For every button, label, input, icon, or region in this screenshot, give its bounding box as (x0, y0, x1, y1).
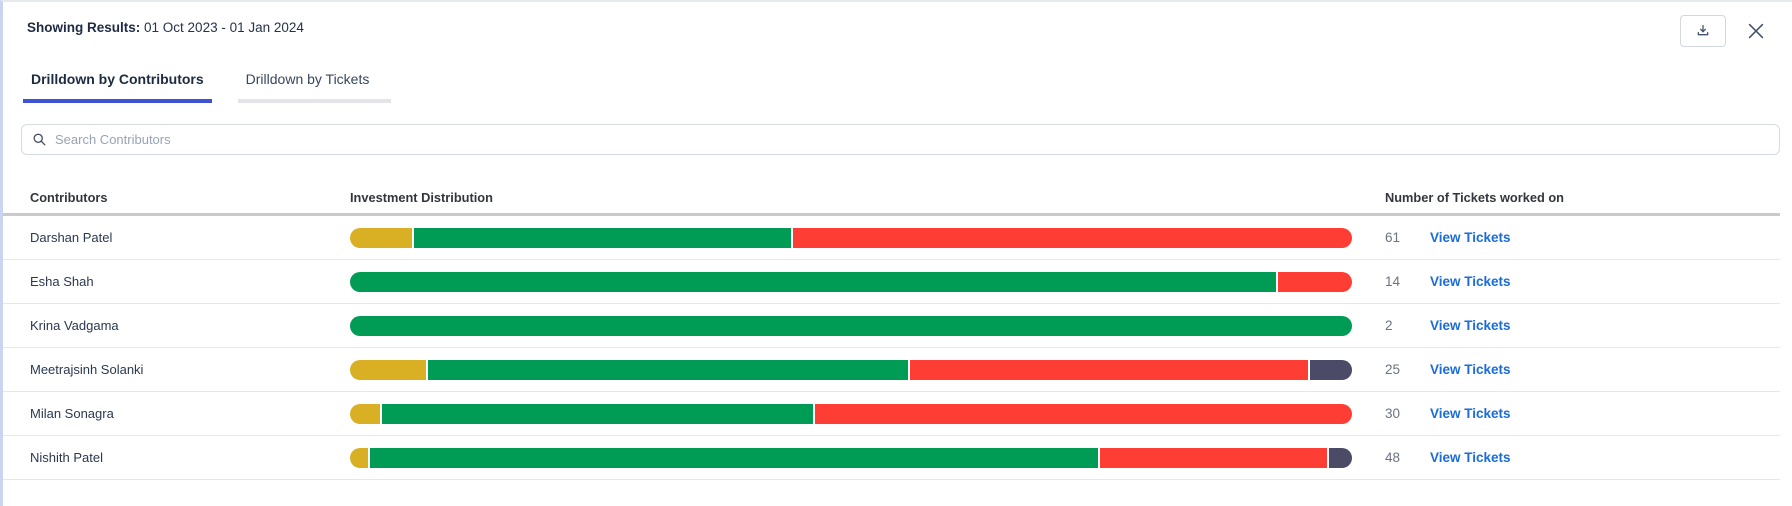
contributor-name: Esha Shah (30, 274, 94, 289)
close-icon (1745, 20, 1767, 42)
table-row: Esha Shah 14 View Tickets (3, 260, 1780, 304)
showing-results-label: Showing Results: (27, 20, 141, 35)
view-tickets-link[interactable]: View Tickets (1430, 362, 1511, 377)
red-bar-segment (910, 359, 1308, 380)
investment-distribution-bar (350, 403, 1352, 424)
contributor-name: Nishith Patel (30, 450, 103, 465)
green-bar-segment (350, 315, 1352, 336)
contributor-name: Milan Sonagra (30, 406, 114, 421)
gold-bar-segment (350, 359, 426, 380)
tab-bar: Drilldown by Contributors Drilldown by T… (23, 71, 1792, 103)
gold-bar-segment (350, 447, 368, 468)
tickets-count: 25 (1385, 362, 1401, 377)
search-bar[interactable] (21, 124, 1780, 155)
red-bar-segment (1278, 271, 1352, 292)
investment-distribution-bar (350, 315, 1352, 336)
green-bar-segment (414, 227, 791, 248)
gold-bar-segment (350, 403, 381, 424)
tickets-count: 61 (1385, 230, 1401, 245)
panel-header: Showing Results: 01 Oct 2023 - 01 Jan 20… (3, 2, 1792, 47)
view-tickets-link[interactable]: View Tickets (1430, 318, 1511, 333)
view-tickets-link[interactable]: View Tickets (1430, 230, 1511, 245)
green-bar-segment (428, 359, 908, 380)
table-row: Nishith Patel 48 View Tickets (3, 436, 1780, 480)
table-header-row: Contributors Investment Distribution Num… (3, 182, 1780, 216)
search-input[interactable] (55, 132, 1769, 147)
green-bar-segment (370, 447, 1098, 468)
contributor-name: Meetrajsinh Solanki (30, 362, 144, 377)
investment-distribution-bar (350, 359, 1352, 380)
view-tickets-link[interactable]: View Tickets (1430, 450, 1511, 465)
view-tickets-link[interactable]: View Tickets (1430, 406, 1511, 421)
search-icon (32, 132, 47, 147)
table-row: Darshan Patel 61 View Tickets (3, 216, 1780, 260)
green-bar-segment (350, 271, 1276, 292)
column-header-contributors: Contributors (30, 190, 108, 205)
investment-distribution-bar (350, 227, 1352, 248)
showing-results-value: 01 Oct 2023 - 01 Jan 2024 (144, 20, 304, 35)
gold-bar-segment (350, 227, 413, 248)
tab-drilldown-by-tickets[interactable]: Drilldown by Tickets (237, 71, 392, 103)
red-bar-segment (792, 227, 1352, 248)
close-button[interactable] (1742, 15, 1770, 47)
red-bar-segment (1100, 447, 1327, 468)
column-header-investment-distribution: Investment Distribution (350, 190, 493, 205)
tickets-count: 30 (1385, 406, 1401, 421)
investment-distribution-bar (350, 447, 1352, 468)
contributor-name: Darshan Patel (30, 230, 113, 245)
showing-results-text: Showing Results: 01 Oct 2023 - 01 Jan 20… (27, 15, 304, 35)
tickets-count: 2 (1385, 318, 1393, 333)
column-header-number-of-tickets: Number of Tickets worked on (1385, 190, 1564, 205)
download-button[interactable] (1680, 15, 1726, 47)
slate-bar-segment (1329, 447, 1352, 468)
tickets-count: 48 (1385, 450, 1401, 465)
table-body: Darshan Patel 61 View Tickets Esha Shah 14 Vi… (3, 216, 1780, 480)
header-actions (1680, 15, 1770, 47)
contributors-table: Contributors Investment Distribution Num… (3, 182, 1780, 480)
contributor-name: Krina Vadgama (30, 318, 119, 333)
table-row: Krina Vadgama 2 View Tickets (3, 304, 1780, 348)
table-row: Meetrajsinh Solanki 25 View Tickets (3, 348, 1780, 392)
view-tickets-link[interactable]: View Tickets (1430, 274, 1511, 289)
table-row: Milan Sonagra 30 View Tickets (3, 392, 1780, 436)
investment-distribution-bar (350, 271, 1352, 292)
tab-drilldown-by-contributors[interactable]: Drilldown by Contributors (23, 71, 212, 103)
red-bar-segment (815, 403, 1352, 424)
download-icon (1695, 23, 1711, 39)
slate-bar-segment (1310, 359, 1352, 380)
tickets-count: 14 (1385, 274, 1401, 289)
green-bar-segment (382, 403, 814, 424)
